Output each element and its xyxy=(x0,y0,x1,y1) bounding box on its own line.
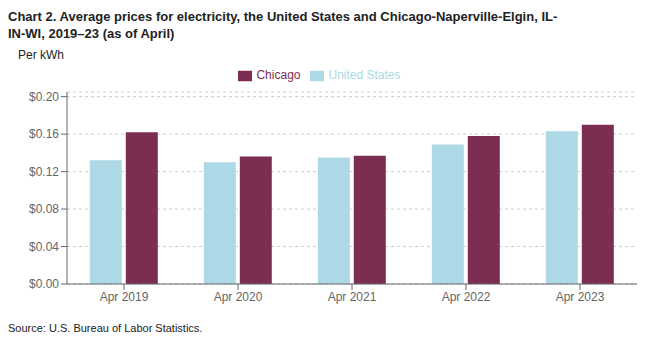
html-text:Source: U.S. Bureau of Labor S: Source: U.S. Bureau of Labor Statistics. xyxy=(8,322,203,334)
svg-text:Apr 2020: Apr 2020 xyxy=(214,290,263,304)
svg-text:$0.08: $0.08 xyxy=(29,202,59,216)
html-text:United States: United States xyxy=(328,68,401,82)
svg-text:Apr 2023: Apr 2023 xyxy=(556,290,605,304)
svg-text:Apr 2022: Apr 2022 xyxy=(442,290,491,304)
html-text:IN-WI, 2019–23 (as of April): IN-WI, 2019–23 (as of April) xyxy=(8,26,175,41)
svg-text:$0.12: $0.12 xyxy=(29,165,59,179)
svg-text:$0.20: $0.20 xyxy=(29,90,59,104)
svg-text:Apr 2019: Apr 2019 xyxy=(100,290,149,304)
html-text:Chicago: Chicago xyxy=(256,68,301,82)
svg-text:$0.04: $0.04 xyxy=(29,240,59,254)
svg-text:Apr 2021: Apr 2021 xyxy=(328,290,377,304)
svg-text:$0.00: $0.00 xyxy=(29,277,59,291)
svg-text:$0.16: $0.16 xyxy=(29,127,59,141)
html-text:Chart 2. Average prices for el: Chart 2. Average prices for electricity,… xyxy=(8,9,558,24)
html-text:Per kWh: Per kWh xyxy=(18,48,64,62)
